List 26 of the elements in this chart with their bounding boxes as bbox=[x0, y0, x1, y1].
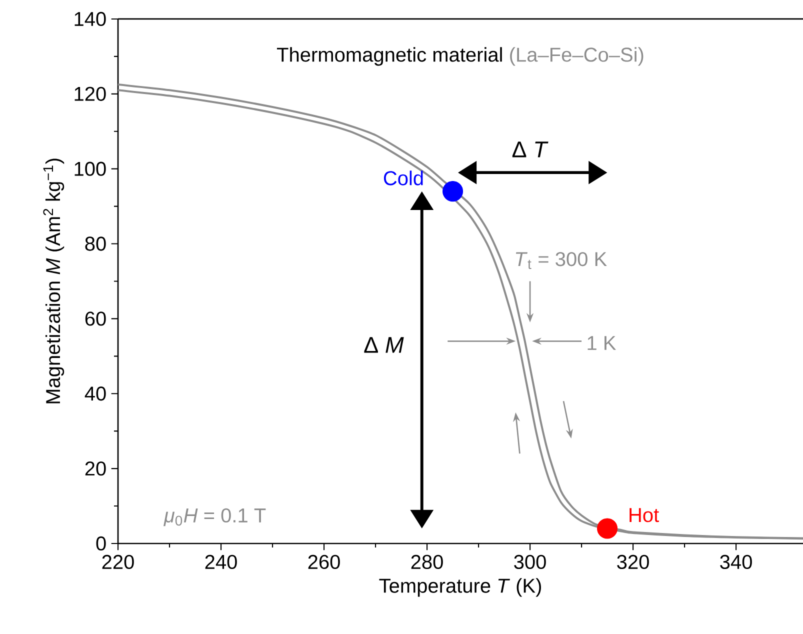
y-tick-label: 140 bbox=[74, 12, 106, 26]
y-tick-label: 100 bbox=[74, 162, 106, 176]
x-tick-label: 320 bbox=[617, 554, 649, 570]
annotation: T$_{t}$ = 300 K bbox=[516, 252, 607, 270]
x-tick-label: 340 bbox=[720, 554, 752, 570]
y-axis-title: Magnetization M (Am$^{2}$ kg$^{−1}$) bbox=[43, 158, 64, 404]
annotation: 1 K bbox=[588, 336, 616, 350]
x-tick-label: 260 bbox=[308, 554, 340, 570]
y-tick-label: 20 bbox=[85, 461, 106, 476]
x-tick-label: 240 bbox=[205, 554, 237, 570]
x-tick-label: 300 bbox=[514, 554, 546, 570]
x-tick-label: 220 bbox=[102, 554, 134, 570]
y-tick-label: 60 bbox=[85, 312, 106, 326]
annotation: Δ T bbox=[512, 142, 548, 158]
x-tick-label: 280 bbox=[411, 554, 443, 570]
y-tick-label: 0 bbox=[96, 536, 106, 551]
y-tick-label: 120 bbox=[74, 86, 106, 101]
y-tick-label: 40 bbox=[84, 386, 106, 401]
annotation: Hot bbox=[630, 508, 659, 522]
annotation: μ$_{0}$H = 0.1 T bbox=[164, 508, 266, 526]
x-axis-title: Temperature T (K) bbox=[379, 578, 541, 597]
text: Thermomagnetic material bbox=[276, 47, 502, 66]
annotation: Δ M bbox=[364, 337, 404, 353]
annotation: Cold bbox=[384, 170, 423, 186]
text: (La–Fe–Co–Si) bbox=[510, 47, 644, 66]
y-tick-label: 80 bbox=[85, 236, 106, 251]
